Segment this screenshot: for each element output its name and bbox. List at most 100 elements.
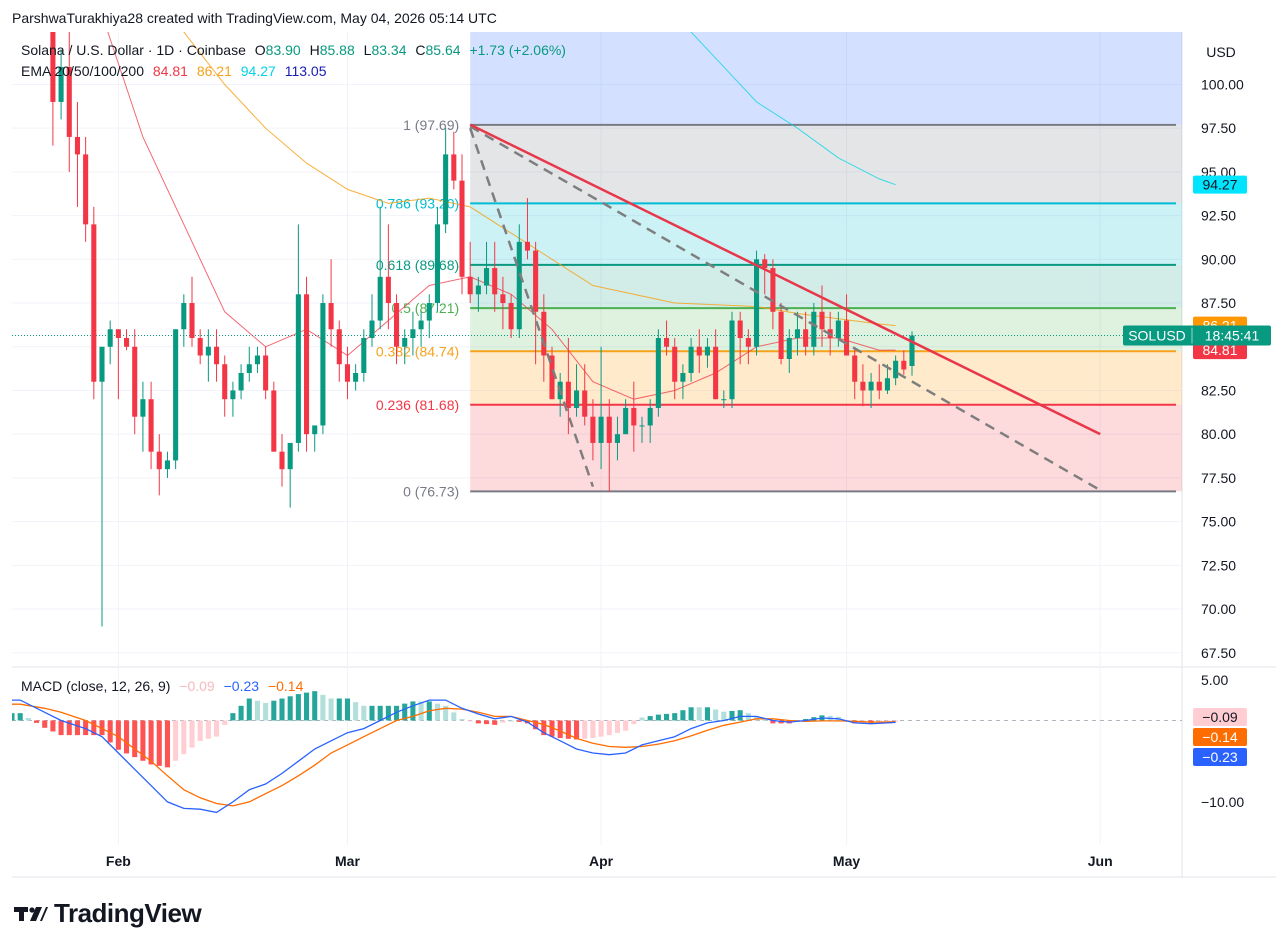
candle-body xyxy=(516,241,522,330)
candle-body xyxy=(721,399,727,401)
macd-histogram-bar xyxy=(459,719,465,721)
macd-histogram-bar xyxy=(394,705,400,721)
fib-label: 0.786 (93.20) xyxy=(376,195,459,211)
candle-body xyxy=(508,303,514,330)
macd-histogram-bar xyxy=(729,710,735,721)
macd-histogram-bar xyxy=(173,720,179,761)
candle-body xyxy=(704,346,710,356)
macd-histogram-bar xyxy=(533,720,539,730)
ema50-value: 86.21 xyxy=(196,63,232,79)
macd-histogram-bar xyxy=(770,720,776,724)
macd-histogram-bar xyxy=(516,720,522,722)
price-axis-tick: 87.50 xyxy=(1201,295,1236,311)
macd-histogram-bar xyxy=(893,720,899,722)
candle-body xyxy=(402,338,408,347)
macd-histogram-bar xyxy=(549,720,555,737)
macd-label: MACD (close, 12, 26, 9) xyxy=(21,678,171,694)
macd-histogram-bar xyxy=(50,720,56,732)
candle-body xyxy=(418,320,424,330)
candle-body xyxy=(164,460,170,470)
candle-body xyxy=(385,276,391,304)
ema100-price-label: 94.27 xyxy=(1202,177,1237,193)
candle-body xyxy=(909,335,915,366)
candle-body xyxy=(263,355,269,391)
candle-body xyxy=(107,329,113,347)
candle-body xyxy=(205,346,211,356)
macd-value-label: −0.09 xyxy=(1202,709,1238,725)
candle-body xyxy=(336,329,342,365)
candle-body xyxy=(434,224,440,304)
ohlc-open: O83.90 xyxy=(254,42,301,58)
candle-body xyxy=(304,294,310,435)
candle-body xyxy=(590,416,596,443)
macd-histogram-bar xyxy=(500,720,506,723)
ema20-price-label-bg xyxy=(1193,341,1247,360)
candle-body xyxy=(328,303,334,330)
tradingview-logo-icon xyxy=(14,906,48,921)
macd-histogram-bar xyxy=(672,713,678,721)
candle-body xyxy=(475,285,481,295)
macd-histogram-bar xyxy=(647,716,653,721)
macd-axis-tick: 5.00 xyxy=(1201,672,1228,688)
macd-histogram-bar xyxy=(25,718,31,721)
candle-body xyxy=(74,136,80,155)
candle-body xyxy=(181,303,187,330)
candle-body xyxy=(148,399,154,452)
tradingview-logo[interactable]: TradingView xyxy=(14,898,202,929)
ohlc-low: L83.34 xyxy=(363,42,407,58)
candle-body xyxy=(484,268,490,286)
macd-histogram-bar xyxy=(664,713,670,721)
price-axis-currency: USD xyxy=(1206,44,1236,60)
macd-histogram-bar xyxy=(304,692,310,721)
symbol-name: Solana / U.S. Dollar · 1D · Coinbase xyxy=(21,42,246,58)
fib-label: 0.236 (81.68) xyxy=(376,397,459,413)
macd-histogram-bar xyxy=(214,720,220,737)
macd-histogram-bar xyxy=(590,720,596,739)
macd-histogram-bar xyxy=(369,705,375,721)
fib-label: 0.382 (84.74) xyxy=(376,343,459,359)
macd-histogram-bar xyxy=(246,698,252,721)
ema-label: EMA 20/50/100/200 xyxy=(21,63,144,79)
price-axis-tick: 75.00 xyxy=(1201,514,1236,530)
dashed-trend-line xyxy=(469,125,1101,492)
macd-histogram-bar xyxy=(254,700,260,721)
candle-body xyxy=(377,276,383,321)
candle-body xyxy=(214,346,220,365)
macd-histogram-bar xyxy=(639,717,645,721)
candle-body xyxy=(287,442,293,470)
time-axis-label-apr: Apr xyxy=(589,853,614,869)
fib-zone xyxy=(470,203,1182,265)
candle-body xyxy=(664,338,670,347)
candle-body xyxy=(353,372,359,382)
macd-line xyxy=(12,699,896,814)
candle-body xyxy=(770,268,776,312)
macd-histogram-bar xyxy=(557,720,563,739)
price-axis-tick: 77.50 xyxy=(1201,470,1236,486)
price-axis-tick: 82.50 xyxy=(1201,382,1236,398)
candle-body xyxy=(729,320,735,400)
time-axis-label-feb: Feb xyxy=(106,853,131,869)
price-pane: 1 (97.69)0.786 (93.20)0.618 (89.68)0.5 (… xyxy=(12,32,1182,627)
macd-histogram-bar xyxy=(42,720,48,728)
fib-zone-above xyxy=(470,32,1182,125)
candle-body xyxy=(541,311,547,356)
ema100-value: 94.27 xyxy=(240,63,276,79)
candle-body xyxy=(655,338,661,408)
candle-body xyxy=(614,434,620,443)
candle-body xyxy=(410,329,416,339)
candle-body xyxy=(811,311,817,347)
candle-body xyxy=(132,346,138,417)
macd-value-label: −0.14 xyxy=(1202,729,1238,745)
macd-histogram-bar xyxy=(140,720,146,761)
macd-histogram-bar xyxy=(565,720,571,739)
price-axis-tick: 67.50 xyxy=(1201,645,1236,661)
candle-body xyxy=(451,154,457,181)
candle-body xyxy=(254,355,260,365)
candle-body xyxy=(876,381,882,391)
macd-histogram-bar xyxy=(181,720,187,755)
macd-histogram-bar xyxy=(614,720,620,733)
candle-body xyxy=(524,241,530,251)
ohlc-high: H85.88 xyxy=(309,42,355,58)
macd-histogram-bar xyxy=(320,694,326,721)
macd-histogram-bar xyxy=(148,720,154,765)
